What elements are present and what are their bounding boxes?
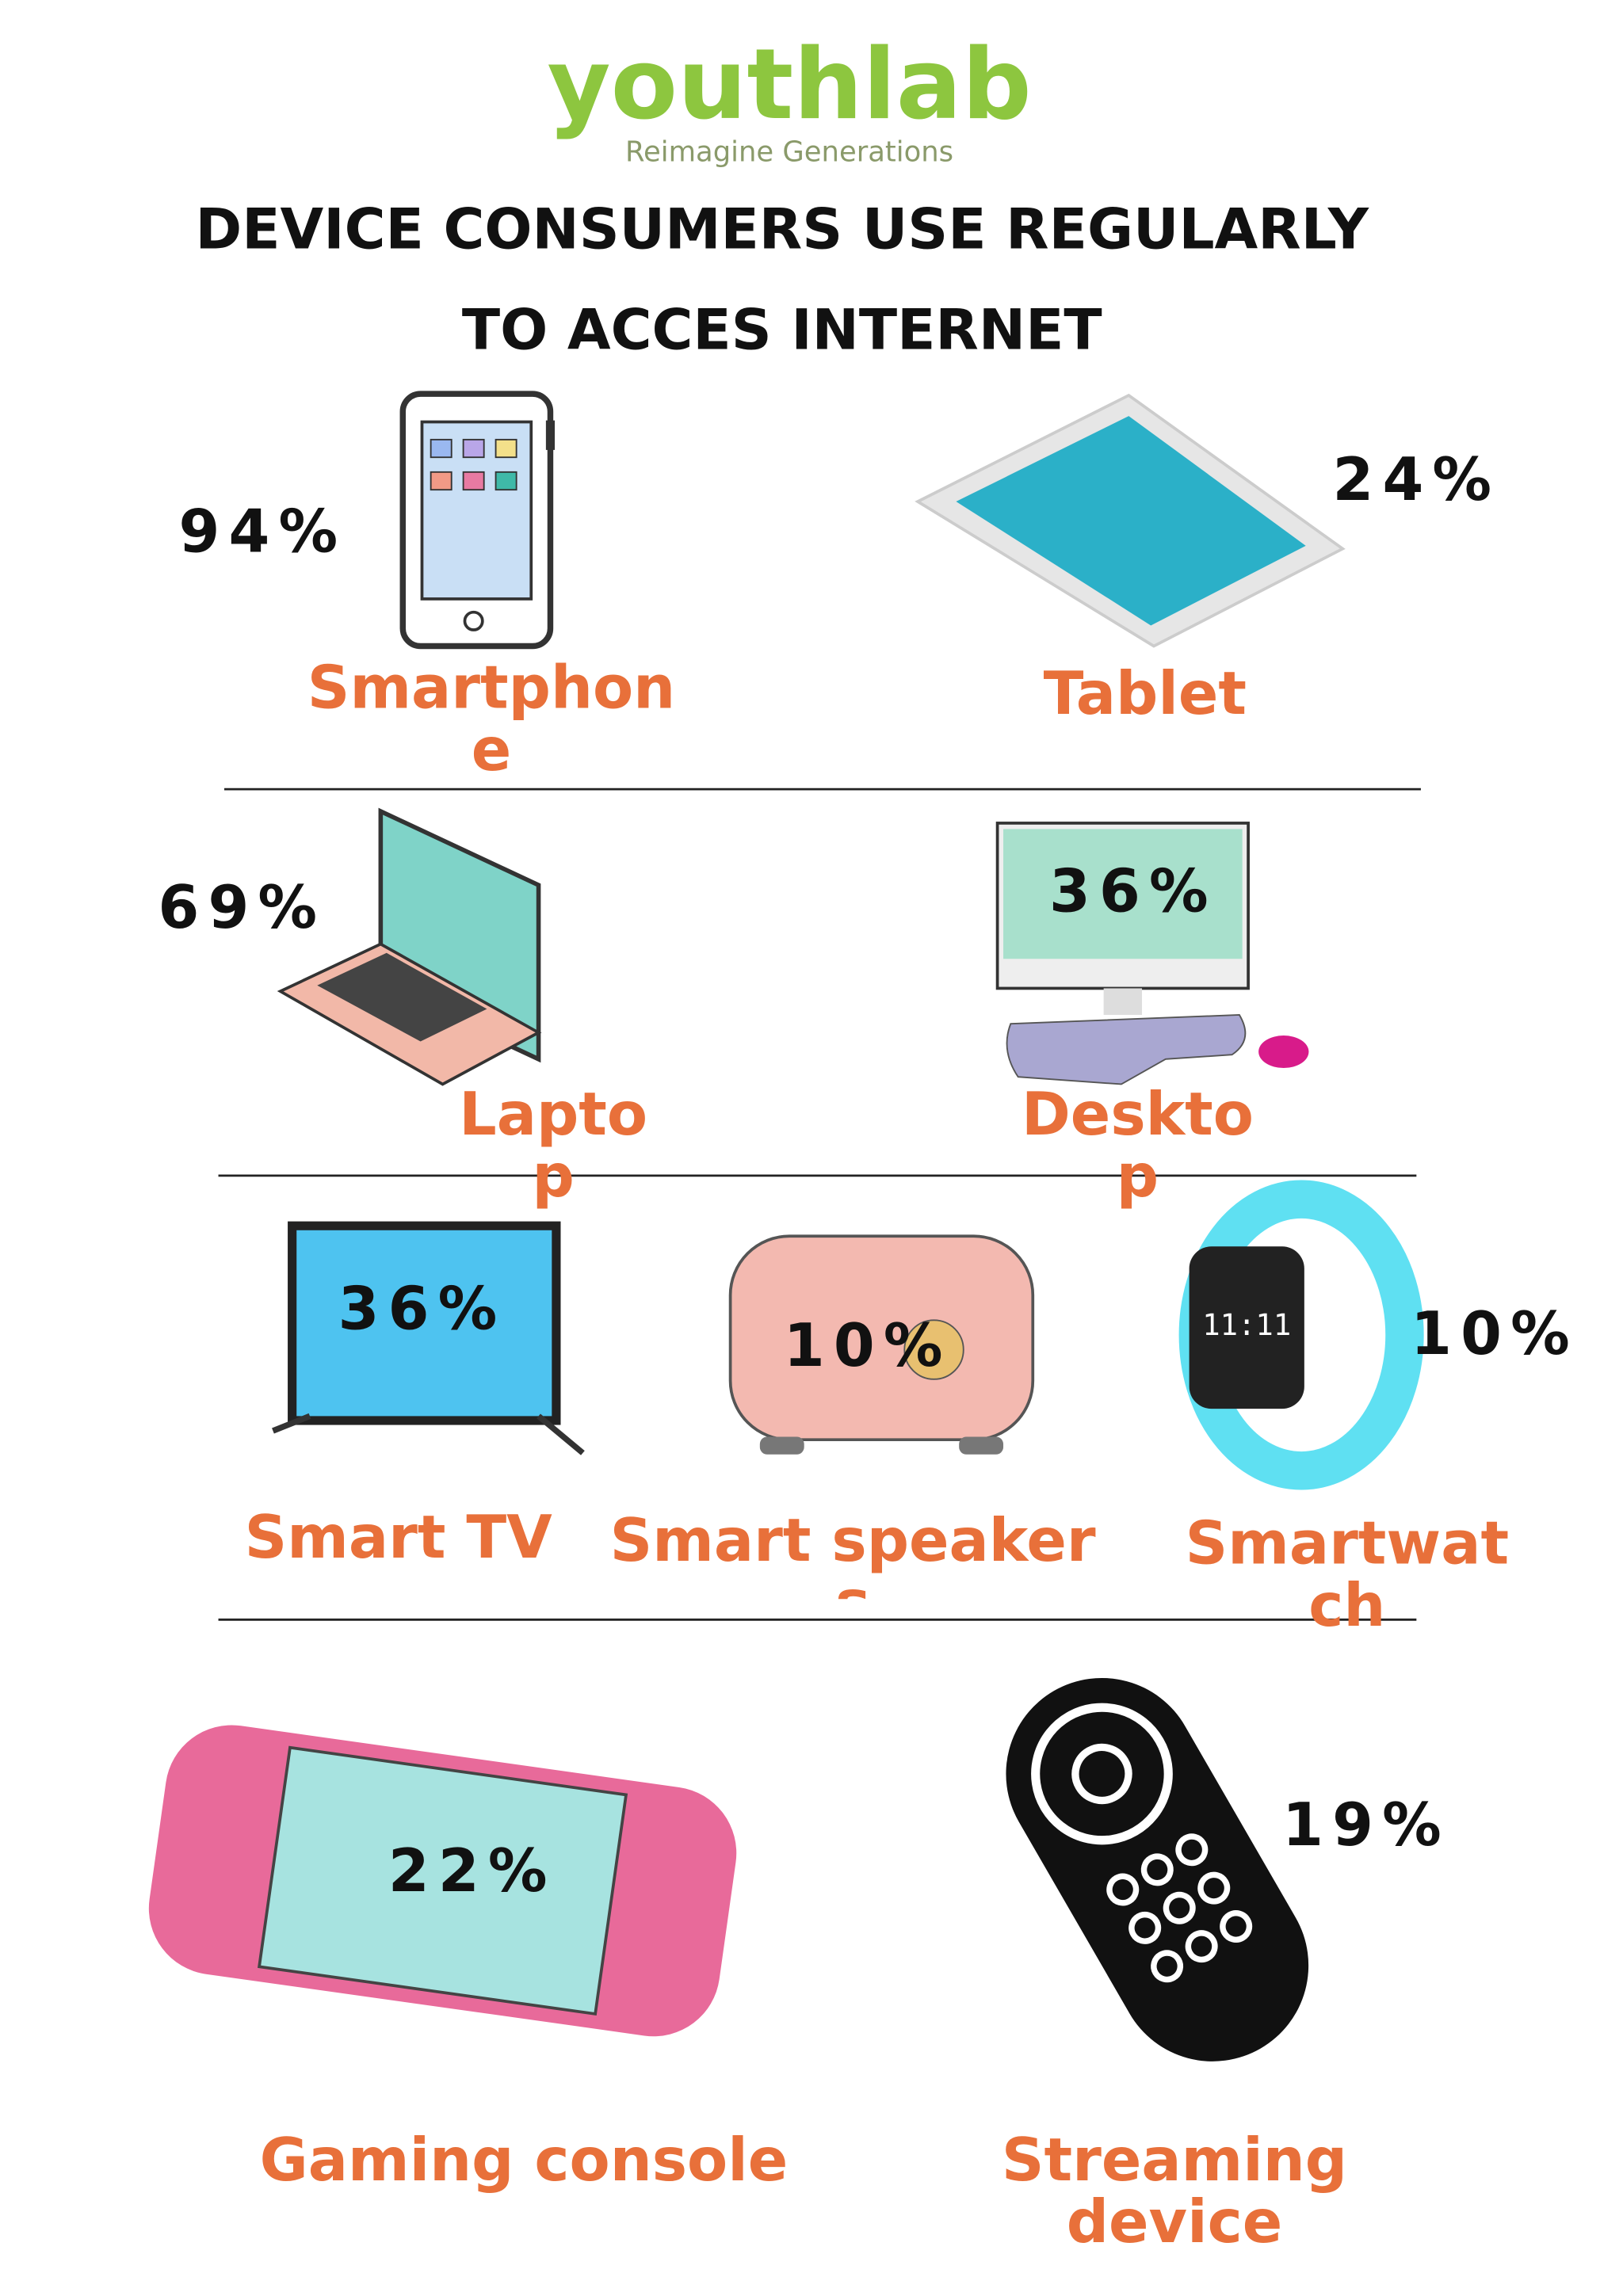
logo: youthlab — [547, 28, 1031, 141]
tagline: Reimagine Generations — [625, 136, 953, 169]
device-label: Gaming console — [259, 2130, 789, 2195]
svg-text:11:11: 11:11 — [1202, 1307, 1291, 1342]
percent: 69% — [158, 873, 326, 942]
smartwatch-icon: 11:11 — [1178, 1180, 1424, 1490]
device-label: Smartwatch — [1185, 1513, 1510, 1641]
percent: 10% — [784, 1311, 952, 1380]
remote-icon — [1006, 1677, 1309, 2061]
device-label: Smart TV — [244, 1507, 552, 1573]
title-line: DEVICE CONSUMERS USE REGULARLY — [196, 196, 1369, 262]
desktop-icon — [995, 822, 1309, 1085]
dividers — [218, 788, 1421, 1621]
device-label: Smart speakers — [609, 1510, 1096, 1600]
percent: 36% — [338, 1275, 506, 1344]
smartphone-icon — [399, 391, 556, 650]
tv-icon — [272, 1221, 585, 1455]
percent: 22% — [388, 1836, 556, 1905]
laptop-icon — [277, 807, 542, 1086]
percent: 10% — [1411, 1299, 1579, 1368]
tablet-icon — [915, 393, 1346, 648]
device-label: Streaming device — [1001, 2130, 1348, 2257]
percent: 24% — [1332, 445, 1500, 514]
device-label: Smartphone — [307, 658, 676, 785]
speaker-icon — [728, 1234, 1035, 1455]
device-label: Desktop — [1021, 1084, 1254, 1211]
percent: 94% — [179, 497, 347, 566]
percent: 36% — [1049, 857, 1217, 926]
percent: 19% — [1282, 1791, 1450, 1859]
device-label: Tablet — [1043, 663, 1247, 729]
device-label: Laptop — [459, 1084, 648, 1211]
title-line: TO ACCES INTERNET — [462, 296, 1102, 362]
console-icon — [148, 1725, 737, 2037]
